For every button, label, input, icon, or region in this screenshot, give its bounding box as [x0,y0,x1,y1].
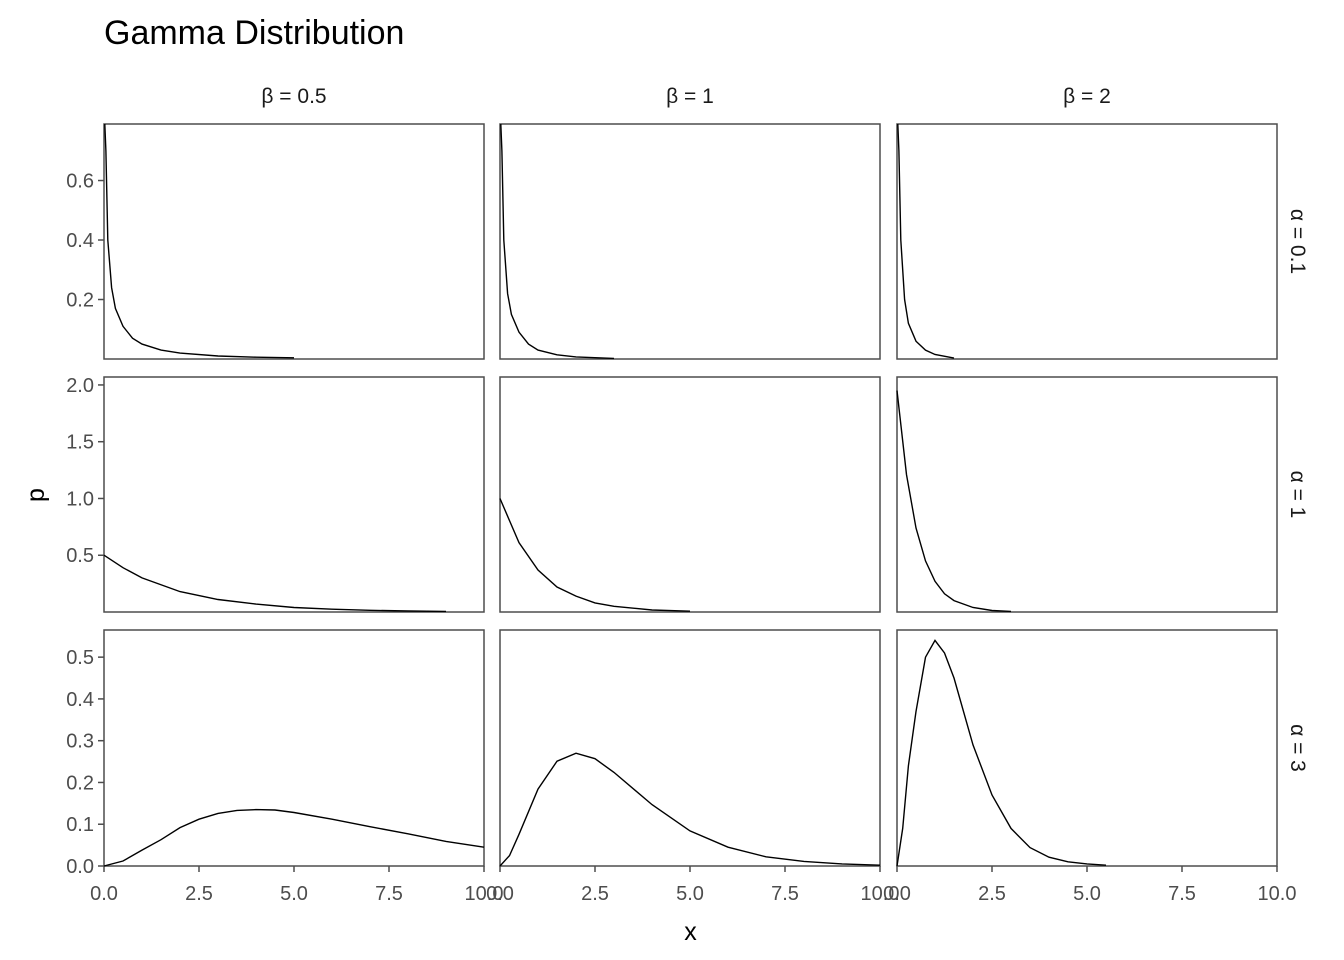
strip-label-row-0: α = 0.1 [1286,209,1309,274]
x-tick-label: 2.5 [185,883,213,905]
x-tick-label: 0.0 [90,883,118,905]
x-tick-label: 5.0 [676,883,704,905]
strip-label-col-2: β = 2 [1063,85,1111,108]
panel-r0-c1 [499,123,881,360]
x-tick-label: 0.0 [883,883,911,905]
x-tick-label: 2.5 [581,883,609,905]
density-curve [499,498,691,612]
density-curve [103,554,447,613]
chart-title: Gamma Distribution [104,14,404,52]
panel-border [896,629,1278,867]
y-tick-label: 0.1 [66,814,94,836]
density-curve [500,123,615,360]
panel-border [103,376,485,613]
facet-panels: β = 0.5 β = 1 β = 2 α = 0.1 α = 1 α = 3 0.2 0.4… [66,85,1309,905]
strip-label-col-0: β = 0.5 [261,85,326,108]
x-tick-label: 5.0 [280,883,308,905]
density-curve [103,808,485,867]
y-tick-label: 0.2 [66,290,94,312]
strip-label-row-2: α = 3 [1286,724,1309,772]
panel-r1-c2 [896,376,1278,613]
y-tick-label: 0.4 [66,689,94,711]
panel-r1-c1 [499,376,881,613]
density-curve [896,639,1107,867]
panel-r2-c2 [896,629,1278,867]
y-tick-label: 2.0 [66,375,94,397]
panel-border [103,629,485,867]
y-tick-label: 0.4 [66,230,94,252]
x-tick-label: 2.5 [978,883,1006,905]
x-tick-label: 7.5 [1168,883,1196,905]
panel-border [896,376,1278,613]
strip-label-row-1: α = 1 [1286,471,1309,519]
y-tick-label: 1.5 [66,432,94,454]
y-tick-label: 0.2 [66,772,94,794]
density-curve [104,123,295,359]
density-curve [896,390,1012,613]
x-tick-label: 7.5 [771,883,799,905]
panel-border [499,376,881,613]
y-tick-label: 0.6 [66,171,94,193]
panel-border [499,629,881,867]
panel-r2-c0 [103,629,485,867]
y-tick-label: 0.3 [66,731,94,753]
strip-label-col-1: β = 1 [666,85,714,108]
x-tick-label: 5.0 [1073,883,1101,905]
x-tick-label: 7.5 [375,883,403,905]
density-curve [499,752,881,867]
panel-r0-c2 [896,123,1278,360]
x-tick-label: 10.0 [465,883,504,905]
x-axis-title: x [684,918,697,946]
y-axis-title: p [22,488,50,502]
panel-border [499,123,881,360]
y-tick-label: 0.5 [66,647,94,669]
y-tick-label: 0.0 [66,856,94,878]
y-tick-label: 1.0 [66,488,94,510]
x-tick-label: 10.0 [1258,883,1297,905]
x-tick-label: 0.0 [486,883,514,905]
y-tick-label: 0.5 [66,545,94,567]
panel-border [896,123,1278,360]
panel-r1-c0 [103,376,485,613]
density-curve [897,123,955,359]
panel-r0-c0 [103,123,485,360]
panel-border [103,123,485,360]
x-tick-label: 10.0 [861,883,900,905]
panel-r2-c1 [499,629,881,867]
